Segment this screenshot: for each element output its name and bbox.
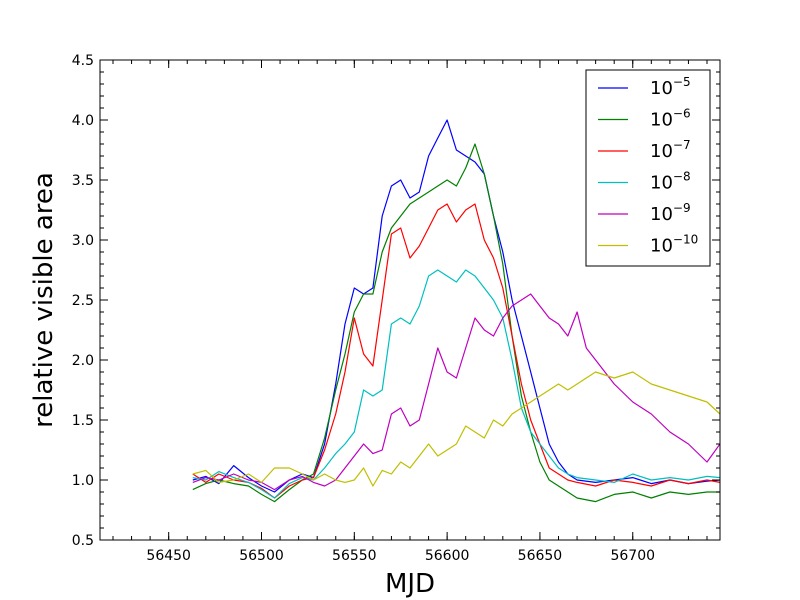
- y-tick-label: 1.0: [72, 473, 94, 489]
- y-tick-label: 3.0: [72, 233, 94, 249]
- x-tick-label: 56650: [518, 548, 563, 564]
- series-line-2: [192, 143, 720, 503]
- y-axis-label: relative visible area: [29, 172, 59, 428]
- y-tick-label: 3.5: [72, 173, 94, 189]
- y-tick-label: 2.0: [72, 353, 94, 369]
- series-line-4: [192, 269, 720, 499]
- y-tick-label: 2.5: [72, 293, 94, 309]
- y-tick-label: 4.0: [72, 113, 94, 129]
- series-line-5: [192, 293, 720, 491]
- x-tick-label: 56500: [239, 548, 284, 564]
- series-line-1: [192, 119, 720, 493]
- series-lines: [192, 119, 720, 503]
- x-tick-label: 56700: [610, 548, 655, 564]
- y-tick-label: 0.5: [72, 533, 94, 549]
- x-axis-label: MJD: [385, 569, 435, 599]
- series-line-6: [192, 371, 720, 487]
- legend: 10−510−610−710−810−910−10: [585, 69, 711, 267]
- y-tick-label: 4.5: [72, 53, 94, 69]
- x-tick-label: 56600: [425, 548, 470, 564]
- legend-box: [585, 69, 711, 267]
- x-tick-label: 56450: [146, 548, 191, 564]
- legend-label-2: 10−6: [650, 107, 691, 131]
- series-line-3: [192, 203, 720, 499]
- y-tick-label: 1.5: [72, 413, 94, 429]
- x-tick-label: 56550: [332, 548, 377, 564]
- axis-ticks: 56450 56500 56550 56600 56650 56700 0.5 1.0 1.5 2…: [72, 53, 720, 564]
